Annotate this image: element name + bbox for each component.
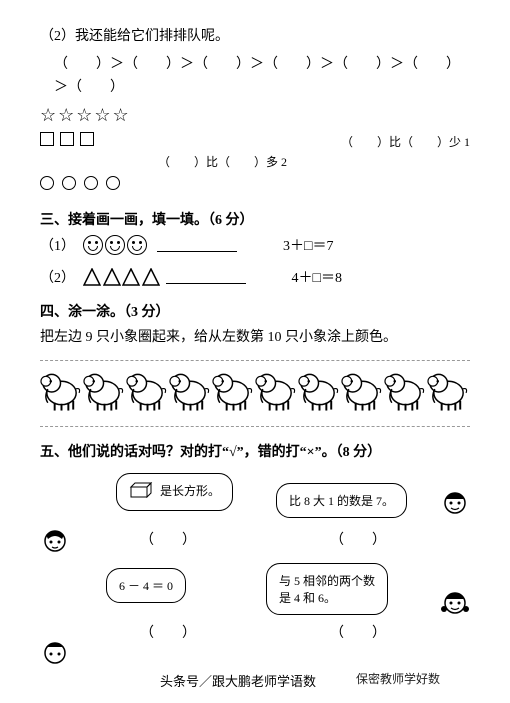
section3-title: 三、接着画一画，填一填。（6 分） xyxy=(40,209,470,229)
answer-paren: （ ） xyxy=(330,529,386,549)
s3-item2-eq: 4＋□＝8 xyxy=(292,267,342,287)
bubble-minus: 6 － 4 ＝ 0 xyxy=(106,568,186,603)
bubble-rectangle: 是长方形。 xyxy=(116,473,233,511)
s3-item1-eq: 3＋□＝7 xyxy=(283,235,333,255)
more2-row: （ ）比（ ）多 2 xyxy=(40,153,470,170)
worksheet-page: （2）我还能给它们排排队呢。 （ ）＞（ ）＞（ ）＞（ ）＞（ ）＞（ ）＞（… xyxy=(0,0,510,703)
s3-item1: （1） 3＋□＝7 xyxy=(40,235,470,255)
watermark-text: 保密教师学好数 xyxy=(356,670,440,687)
s3-item2-blank xyxy=(166,270,246,284)
answer-paren: （ ） xyxy=(140,529,196,549)
circle-icon xyxy=(40,176,128,195)
bubble-neighbor: 与 5 相邻的两个数 是 4 和 6。 xyxy=(266,563,388,615)
s3-item1-blank xyxy=(157,238,237,252)
cuboid-icon xyxy=(129,482,153,502)
compare-text-less1: （ ）比（ ）少 1 xyxy=(341,133,470,150)
bubble2-text: 比 8 大 1 的数是 7。 xyxy=(289,494,394,508)
squares-row: （ ）比（ ）少 1 xyxy=(40,132,470,151)
section5-title: 五、他们说的话对吗？对的打“√”，错的打“×”。（8 分） xyxy=(40,441,470,461)
child-face-icon xyxy=(40,525,70,555)
child-face-icon xyxy=(440,487,470,517)
s3-item2: （2） 4＋□＝8 xyxy=(40,267,470,287)
bubble1-text: 是长方形。 xyxy=(160,484,220,498)
elephant-icon xyxy=(40,363,470,419)
child-face-icon xyxy=(440,587,470,617)
q2-title: （2）我还能给它们排排队呢。 xyxy=(40,26,470,48)
bubble4-text-l1: 与 5 相邻的两个数 xyxy=(279,574,375,588)
section4-title: 四、涂一涂。（3 分） xyxy=(40,301,470,321)
bubble4-text-l2: 是 4 和 6。 xyxy=(279,591,336,605)
answer-paren: （ ） xyxy=(140,622,196,642)
smiley-icon xyxy=(83,235,149,255)
star-icon: ☆☆☆☆☆ xyxy=(40,105,131,126)
bubble-bigger: 比 8 大 1 的数是 7。 xyxy=(276,483,407,518)
compare-text-more2: （ ）比（ ）多 2 xyxy=(158,153,287,170)
bubble3-text: 6 － 4 ＝ 0 xyxy=(119,579,173,593)
elephants-row xyxy=(40,360,470,427)
q2-sequence: （ ）＞（ ）＞（ ）＞（ ）＞（ ）＞（ ）＞（ ） xyxy=(40,54,470,99)
s3-item2-label: （2） xyxy=(40,267,75,287)
section4-desc: 把左边 9 只小象圈起来，给从左数第 10 只小象涂上颜色。 xyxy=(40,327,470,349)
footer-source: 头条号／跟大鹏老师学语数 xyxy=(160,671,316,690)
stars-row: ☆☆☆☆☆ xyxy=(40,105,470,126)
triangle-icon xyxy=(83,268,158,286)
s3-item1-label: （1） xyxy=(40,235,75,255)
circles-row xyxy=(40,176,470,195)
square-icon xyxy=(40,132,100,151)
answer-paren: （ ） xyxy=(330,622,386,642)
section5-grid: 是长方形。 比 8 大 1 的数是 7。 （ ） （ ） 6 － 4 ＝ 0 与… xyxy=(40,467,470,667)
